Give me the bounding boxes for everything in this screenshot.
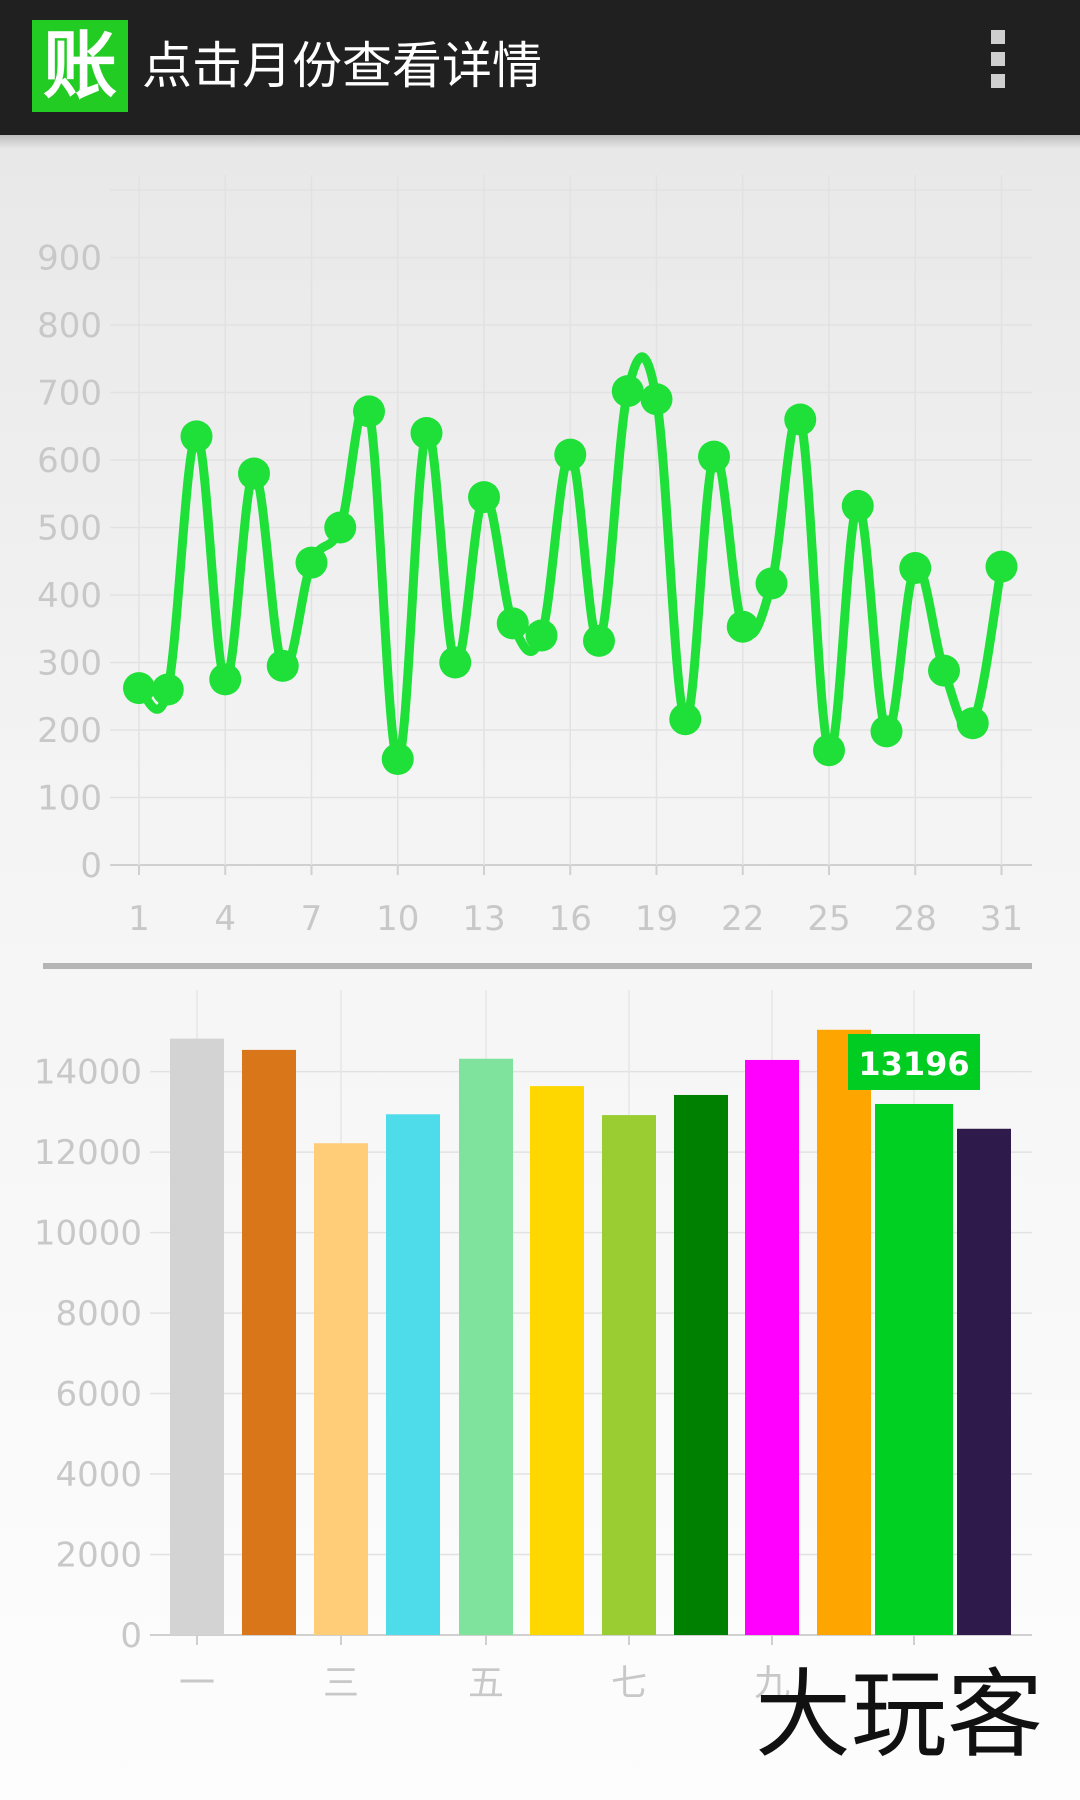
y-tick-label: 0: [120, 1616, 142, 1656]
bar-7[interactable]: [602, 1115, 656, 1635]
bar-1[interactable]: [170, 1038, 224, 1635]
y-tick-label: 500: [37, 509, 102, 549]
daily-line-chart[interactable]: 0 100 200 300 400 500 600 700 800 900 1 4 7 10 13 16 19 2…: [0, 135, 1080, 955]
x-tick-label: 13: [462, 899, 505, 939]
bar-10[interactable]: [817, 1029, 871, 1635]
chart-divider: [43, 963, 1032, 969]
y-tick-label: 800: [37, 306, 102, 346]
x-tick-label: 19: [635, 899, 678, 939]
y-tick-label: 10000: [34, 1214, 142, 1254]
bar-4[interactable]: [386, 1114, 440, 1635]
bar-2[interactable]: [242, 1049, 296, 1635]
x-tick-label: 16: [549, 899, 592, 939]
data-point[interactable]: [238, 457, 270, 490]
y-tick-label: 8000: [55, 1294, 142, 1334]
data-point[interactable]: [841, 489, 874, 522]
y-tick-label: 700: [37, 374, 102, 414]
data-point[interactable]: [640, 383, 673, 416]
data-point[interactable]: [985, 550, 1018, 583]
data-point[interactable]: [755, 567, 788, 600]
watermark: 大玩客: [755, 1659, 1043, 1771]
y-tick-label: 200: [37, 711, 102, 751]
data-point[interactable]: [439, 646, 472, 679]
y-tick-label: 6000: [55, 1375, 142, 1415]
value-tooltip-label: 13196: [858, 1045, 969, 1083]
data-point[interactable]: [611, 375, 644, 408]
action-bar: 账 点击月份查看详情: [0, 0, 1080, 135]
x-tick-label: 7: [301, 899, 323, 939]
x-tick-label: 九: [754, 1663, 790, 1704]
data-point[interactable]: [813, 734, 845, 767]
x-tick-label: 三: [323, 1663, 359, 1704]
y-tick-label: 4000: [55, 1455, 142, 1495]
x-tick-label: 28: [894, 899, 937, 939]
y-tick-label: 14000: [34, 1053, 142, 1093]
page-title: 点击月份查看详情: [142, 37, 542, 95]
y-tick-label: 100: [37, 779, 102, 819]
data-point[interactable]: [669, 703, 702, 736]
bar-6[interactable]: [530, 1086, 584, 1635]
data-point[interactable]: [381, 743, 414, 776]
app-logo-icon[interactable]: 账: [32, 20, 128, 112]
value-tooltip: [848, 1033, 980, 1090]
y-tick-label: 0: [80, 846, 102, 886]
y-tick-label: 2000: [55, 1536, 142, 1576]
data-point[interactable]: [956, 707, 989, 740]
data-point[interactable]: [698, 440, 730, 473]
x-tick-label: 31: [980, 899, 1023, 939]
data-point[interactable]: [410, 417, 443, 449]
bar-12[interactable]: [957, 1128, 1011, 1635]
data-point[interactable]: [554, 438, 587, 471]
data-point[interactable]: [123, 672, 155, 705]
data-point[interactable]: [496, 607, 529, 640]
bar-5[interactable]: [459, 1058, 513, 1635]
data-point[interactable]: [784, 403, 817, 436]
x-tick-label: 10: [376, 899, 419, 939]
x-tick-label: 4: [214, 899, 236, 939]
data-point[interactable]: [928, 654, 960, 687]
x-tick-label: 22: [721, 899, 764, 939]
x-tick-label: 25: [807, 899, 850, 939]
x-tick-label: 五: [468, 1663, 504, 1704]
x-tick-label: 七: [611, 1663, 647, 1704]
data-point[interactable]: [353, 395, 385, 428]
data-point[interactable]: [583, 624, 615, 657]
data-point[interactable]: [525, 619, 558, 652]
x-tick-label: 一: [179, 1663, 215, 1704]
data-point[interactable]: [899, 552, 932, 584]
y-tick-label: 400: [37, 576, 102, 616]
y-tick-label: 900: [37, 239, 102, 279]
data-point[interactable]: [324, 511, 357, 544]
content-area: 0 100 200 300 400 500 600 700 800 900 1 4 7 10 13 16 19 2…: [0, 135, 1080, 1800]
data-point[interactable]: [151, 673, 184, 706]
bar-9[interactable]: [745, 1059, 799, 1635]
data-point[interactable]: [870, 715, 903, 748]
data-point[interactable]: [726, 610, 759, 643]
data-point[interactable]: [295, 546, 328, 579]
data-point[interactable]: [180, 420, 213, 453]
bar-11[interactable]: [875, 1103, 953, 1635]
data-point[interactable]: [266, 649, 299, 682]
bar-8[interactable]: [674, 1094, 728, 1635]
overflow-menu-icon[interactable]: [980, 30, 1016, 102]
monthly-bar-chart[interactable]: 0 2000 4000 6000 8000 10000 12000 14000 一 三 五 七 九 131…: [0, 970, 1080, 1800]
data-point[interactable]: [209, 663, 242, 696]
y-tick-label: 12000: [34, 1133, 142, 1173]
data-point[interactable]: [468, 481, 500, 514]
y-tick-label: 300: [37, 644, 102, 684]
y-tick-label: 600: [37, 441, 102, 481]
bar-3[interactable]: [314, 1143, 368, 1635]
x-tick-label: 1: [128, 899, 150, 939]
